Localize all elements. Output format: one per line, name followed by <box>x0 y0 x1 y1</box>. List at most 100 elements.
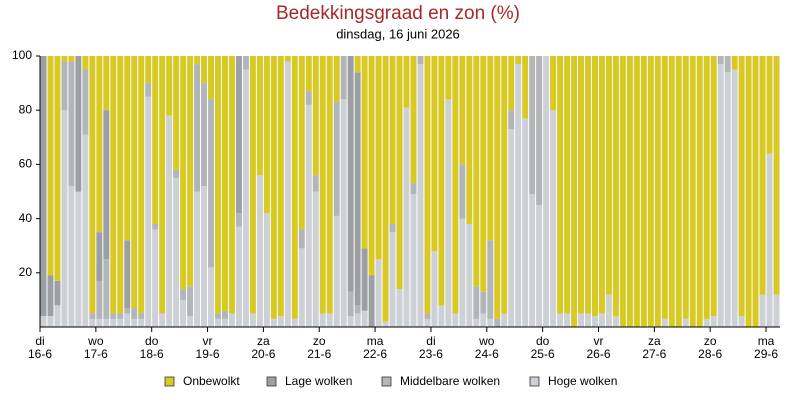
y-tick-label: 20 <box>19 265 33 279</box>
bar-segment <box>89 313 96 319</box>
bar-segment <box>459 164 466 219</box>
bar-segment <box>480 291 487 314</box>
bar-segment <box>249 313 256 327</box>
bar-segment <box>263 213 270 327</box>
x-tick-date: 22-6 <box>363 347 387 361</box>
x-tick-day: vr <box>203 334 213 348</box>
bar-segment <box>675 56 682 327</box>
bar-segment <box>145 56 152 84</box>
bar-segment <box>424 313 431 319</box>
bar-segment <box>501 56 508 314</box>
bar-segment <box>235 56 242 214</box>
bar-segment <box>480 56 487 292</box>
bar-segment <box>138 56 145 314</box>
bar-segment <box>640 56 647 327</box>
bar-segment <box>522 118 529 327</box>
x-tick-day: ma <box>758 334 775 348</box>
bar-segment <box>368 56 375 276</box>
bar-segment <box>459 56 466 165</box>
bar-segment <box>333 102 340 216</box>
x-tick-date: 24-6 <box>475 347 499 361</box>
bar-segment <box>75 191 82 327</box>
bar-segment <box>487 56 494 241</box>
bar-segment <box>361 248 368 311</box>
bar-segment <box>592 316 598 327</box>
bar-segment <box>82 134 89 327</box>
bar-segment <box>110 56 117 314</box>
x-tick-day: wo <box>478 334 495 348</box>
bar-segment <box>40 316 47 327</box>
bar-segment <box>333 215 340 327</box>
bar-segment <box>235 226 242 327</box>
bar-segment <box>312 191 319 327</box>
bar-segment <box>201 186 208 327</box>
bar-segment <box>403 107 410 328</box>
bar-segment <box>375 56 382 260</box>
bar-segment <box>215 313 222 319</box>
bar-segment <box>578 56 585 314</box>
bar-segment <box>159 313 166 327</box>
bar-segment <box>438 305 445 327</box>
bar-segment <box>47 275 54 317</box>
bar-segment <box>235 213 242 227</box>
bar-segment <box>40 56 47 317</box>
bar-segment <box>305 104 312 327</box>
bar-segment <box>347 56 354 292</box>
bar-segment <box>131 318 138 327</box>
bar-segment <box>68 186 75 327</box>
bar-segment <box>431 251 438 327</box>
bar-segment <box>347 316 354 327</box>
bar-segment <box>312 56 319 176</box>
bar-segment <box>682 318 689 327</box>
bar-segment <box>717 56 724 65</box>
bar-segment <box>166 56 173 116</box>
bar-segment <box>89 318 96 327</box>
bar-segment <box>550 56 557 111</box>
bar-segment <box>47 56 54 276</box>
x-tick-day: wo <box>87 334 104 348</box>
bar-segment <box>592 56 598 317</box>
bar-segment <box>187 56 194 287</box>
bar-segment <box>319 313 326 327</box>
bar-segment <box>773 294 780 327</box>
bar-segment <box>347 291 354 317</box>
bar-segment <box>208 56 215 100</box>
bar-segment <box>138 318 145 327</box>
bar-segment <box>173 177 180 327</box>
bar-segment <box>103 56 110 111</box>
bar-segment <box>494 56 501 319</box>
bar-segment <box>417 64 424 327</box>
bar-segment <box>152 229 159 327</box>
bar-segment <box>54 56 61 281</box>
bar-segment <box>222 318 228 327</box>
bar-segment <box>682 56 689 319</box>
legend-label: Lage wolken <box>285 374 352 388</box>
bar-segment <box>466 224 473 327</box>
bar-segment <box>452 313 459 327</box>
bar-segment <box>131 308 138 319</box>
bar-segment <box>375 259 382 327</box>
bar-segment <box>452 56 459 314</box>
bar-segment <box>298 248 305 327</box>
bar-segment <box>208 99 215 268</box>
bar-segment <box>256 56 263 176</box>
bar-segment <box>222 310 228 319</box>
bar-segment <box>508 56 515 111</box>
bar-segment <box>82 56 89 70</box>
bar-segment <box>326 313 333 327</box>
bar-segment <box>445 56 452 100</box>
bar-segment <box>585 313 592 327</box>
bar-segment <box>131 56 138 309</box>
bar-segment <box>717 64 724 327</box>
bar-segment <box>242 69 249 328</box>
bar-segment <box>326 56 333 314</box>
bar-segment <box>738 316 745 327</box>
bar-segment <box>703 56 710 319</box>
bar-segment <box>529 194 536 327</box>
bar-segment <box>473 318 480 327</box>
bar-segment <box>263 56 270 214</box>
bar-segment <box>759 56 766 295</box>
legend-swatch <box>266 376 277 387</box>
bar-segment <box>354 305 361 314</box>
bar-segment <box>508 110 515 130</box>
